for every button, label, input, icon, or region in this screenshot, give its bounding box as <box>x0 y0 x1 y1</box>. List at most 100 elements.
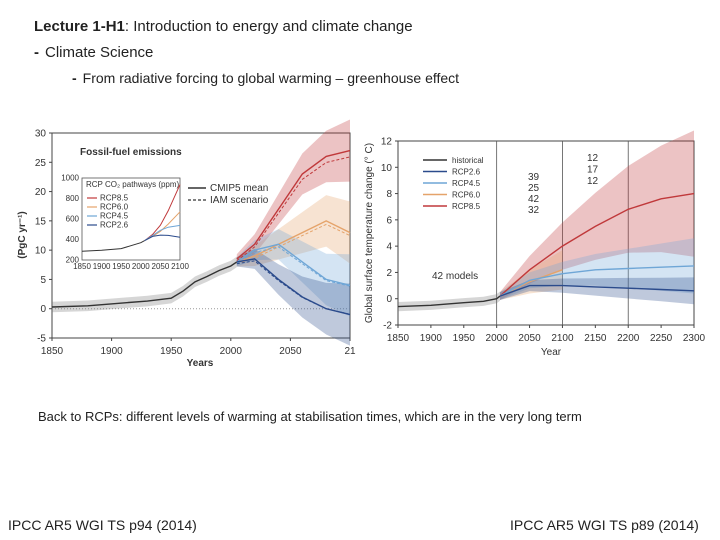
right-ytick-label: 4 <box>386 242 392 253</box>
left-chart-title: Fossil-fuel emissions <box>80 147 182 158</box>
inset-legend-label: RCP4.5 <box>100 212 129 221</box>
legend-cmip5-label: CMIP5 mean <box>210 183 268 194</box>
emission-band-rcp60 <box>236 195 350 267</box>
left-ytick-label: 15 <box>35 216 47 227</box>
right-legend-label: historical <box>452 156 484 165</box>
models-annotation: 42 models <box>432 271 478 282</box>
right-xtick-label: 2200 <box>617 333 640 344</box>
topic-text: Climate Science <box>45 44 154 61</box>
right-ytick-label: 2 <box>386 268 392 279</box>
caption: Back to RCPs: different levels of warmin… <box>38 409 582 424</box>
right-legend-label: RCP2.6 <box>452 168 481 177</box>
left-ytick-label: 25 <box>35 158 47 169</box>
temperature-line-rcp45 <box>499 265 695 297</box>
right-xtick-label: 1850 <box>387 333 410 344</box>
inset-line-rcp26 <box>144 234 181 242</box>
source-left: IPCC AR5 WGI TS p94 (2014) <box>8 517 197 533</box>
model-count-2300: 12 <box>587 153 599 164</box>
inset-legend-label: RCP6.0 <box>100 203 129 212</box>
emission-line-rcp26 <box>236 258 351 316</box>
model-count-2100: 42 <box>528 194 540 205</box>
left-ytick-label: 5 <box>40 275 46 286</box>
inset-ytick-label: 600 <box>66 215 80 224</box>
left-ytick-label: 20 <box>35 187 47 198</box>
emission-band-rcp26 <box>236 249 350 346</box>
left-xtick-label: 1850 <box>41 346 64 357</box>
emission-line-rcp45 <box>236 243 351 286</box>
right-ytick-label: 12 <box>381 137 393 148</box>
inset-legend-label: RCP8.5 <box>100 194 129 203</box>
left-xtick-label: 21 <box>344 346 356 357</box>
left-xtick-label: 2000 <box>220 346 243 357</box>
model-count-2100: 25 <box>528 183 540 194</box>
inset-legend-label: RCP2.6 <box>100 221 129 230</box>
emission-iam-line-rcp26 <box>236 260 351 315</box>
inset-xtick-label: 1900 <box>93 262 111 271</box>
right-legend-label: RCP8.5 <box>452 202 481 211</box>
inset-ytick-label: 800 <box>66 194 80 203</box>
model-count-2300: 17 <box>587 165 599 176</box>
right-ytick-label: -2 <box>383 321 392 332</box>
right-ylabel: Global surface temperature change (° C) <box>364 143 375 323</box>
emission-line-historical <box>51 261 238 308</box>
model-count-2300: 12 <box>587 176 599 187</box>
lecture-subject: : Introduction to energy and climate cha… <box>124 18 413 35</box>
right-legend-label: RCP4.5 <box>452 179 481 188</box>
temperature-line-historical <box>397 295 501 308</box>
left-ytick-label: 30 <box>35 129 47 140</box>
inset-xtick-label: 1850 <box>73 262 91 271</box>
right-legend-label: RCP6.0 <box>452 191 481 200</box>
right-ytick-label: 0 <box>386 294 392 305</box>
left-ytick-label: 10 <box>35 246 47 257</box>
right-xlabel: Year <box>541 347 562 358</box>
inset-xtick-label: 1950 <box>112 262 130 271</box>
temperature-line-rcp26 <box>499 284 695 297</box>
emission-line-rcp85 <box>236 149 351 260</box>
inset-ytick-label: 1000 <box>61 174 79 183</box>
emission-iam-line-rcp45 <box>236 246 351 287</box>
right-xtick-label: 2300 <box>683 333 706 344</box>
right-plot-frame <box>397 140 695 326</box>
left-xlabel: Years <box>187 358 214 369</box>
inset-ytick-label: 200 <box>66 256 80 265</box>
right-ytick-label: 10 <box>381 163 393 174</box>
right-xtick-label: 2100 <box>551 333 574 344</box>
model-count-2100: 39 <box>528 172 540 183</box>
inset-xtick-label: 2050 <box>152 262 170 271</box>
left-xtick-label: 2050 <box>279 346 302 357</box>
inset-xtick-label: 2100 <box>171 262 189 271</box>
left-xtick-label: 1900 <box>100 346 123 357</box>
legend-iam-label: IAM scenario <box>210 195 269 206</box>
inset-line-rcp85 <box>144 184 181 241</box>
right-xtick-label: 1950 <box>453 333 476 344</box>
right-ytick-label: 6 <box>386 215 392 226</box>
left-ytick-label: -5 <box>37 334 46 345</box>
left-ytick-label: 0 <box>40 304 46 315</box>
inset-ytick-label: 400 <box>66 235 80 244</box>
right-xtick-label: 2000 <box>486 333 509 344</box>
topic-line: - Climate Science <box>34 44 720 61</box>
bullet-dash: - <box>34 44 39 61</box>
inset-line-rcp45 <box>144 224 181 242</box>
lecture-title: Lecture 1-H1: Introduction to energy and… <box>34 18 720 35</box>
right-xtick-label: 2150 <box>584 333 607 344</box>
lecture-code: Lecture 1-H1 <box>34 18 125 35</box>
temperature-line-rcp85 <box>499 192 695 297</box>
left-ylabel: (PgC yr⁻¹) <box>17 211 28 259</box>
emission-line-rcp60 <box>236 220 351 263</box>
right-xtick-label: 1900 <box>420 333 443 344</box>
bullet-dash: - <box>72 70 77 86</box>
subtopic-line: - From radiative forcing to global warmin… <box>72 70 720 86</box>
model-count-2100: 32 <box>528 205 540 216</box>
inset-title: RCP CO₂ pathways (ppm) <box>86 180 180 189</box>
inset-frame <box>81 177 181 261</box>
right-xtick-label: 2250 <box>650 333 673 344</box>
inset-line-historical <box>81 240 145 252</box>
source-right: IPCC AR5 WGI TS p89 (2014) <box>510 517 699 533</box>
right-xtick-label: 2050 <box>518 333 541 344</box>
inset-xtick-label: 2000 <box>132 262 150 271</box>
temperature-band-rcp26 <box>500 277 694 305</box>
subtopic-text: From radiative forcing to global warming… <box>82 70 460 86</box>
right-ytick-label: 8 <box>386 189 392 200</box>
temperature-band-rcp85 <box>500 130 694 300</box>
